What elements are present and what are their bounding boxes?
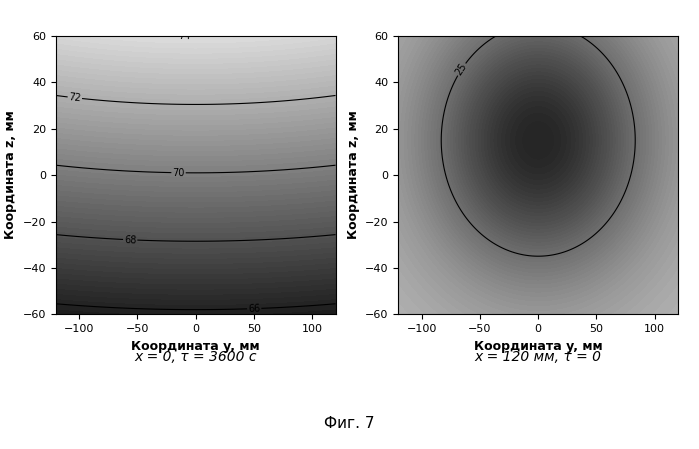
Text: Фиг. 7: Фиг. 7 (324, 416, 375, 431)
X-axis label: Координата y, мм: Координата y, мм (474, 339, 603, 352)
Text: x = 120 мм, τ = 0: x = 120 мм, τ = 0 (475, 350, 602, 364)
Text: x = 0, τ = 3600 с: x = 0, τ = 3600 с (134, 350, 257, 364)
Text: 66: 66 (248, 304, 261, 314)
Text: 68: 68 (124, 234, 136, 245)
Y-axis label: Координата z, мм: Координата z, мм (347, 111, 360, 239)
Text: 25: 25 (454, 62, 469, 77)
Text: 72: 72 (68, 92, 82, 103)
Text: 70: 70 (172, 167, 185, 178)
Y-axis label: Координата z, мм: Координата z, мм (4, 111, 17, 239)
Text: 74: 74 (179, 31, 191, 41)
X-axis label: Координата y, мм: Координата y, мм (131, 339, 260, 352)
